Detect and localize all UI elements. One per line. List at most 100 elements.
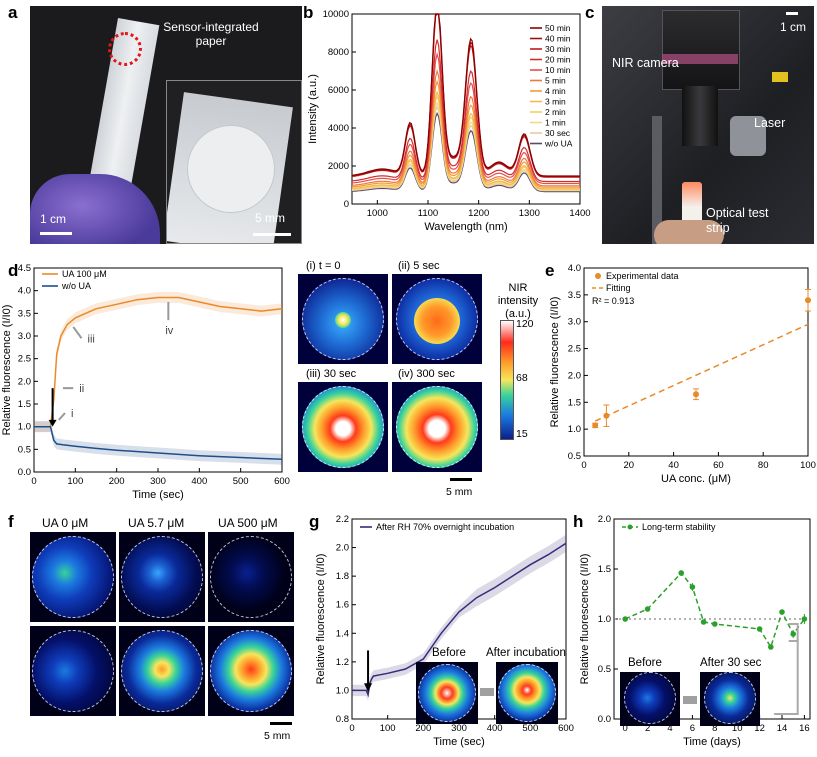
legend-label: 50 min xyxy=(545,23,571,33)
g-inset-arrow xyxy=(480,688,494,696)
data-point xyxy=(622,616,628,622)
annotation-label: ii xyxy=(79,383,84,395)
annotation-label: iv xyxy=(165,325,173,337)
data-point xyxy=(678,570,684,576)
y-tick-label: 4.0 xyxy=(568,263,581,274)
y-tick-label: 1.0 xyxy=(336,685,349,696)
img-title-iii: (iii) 30 sec xyxy=(306,368,357,380)
img-title-i: (i) t = 0 xyxy=(306,260,341,272)
x-tick-label: 0 xyxy=(31,476,36,487)
img-title-ii: (ii) 5 sec xyxy=(398,260,440,272)
g-inset-after xyxy=(496,662,558,724)
x-tick-label: 1100 xyxy=(418,208,438,219)
y-tick-label: 1.5 xyxy=(18,399,31,410)
chart-h: 0 2 4 6 8 10 12 14 16 0.0 0.5 1.0 1.5 2.0 Time (days) R… xyxy=(579,514,811,748)
data-point xyxy=(768,644,774,650)
g-inset-before xyxy=(416,662,478,724)
y-tick-label: 1.0 xyxy=(568,424,581,435)
legend-label: Fitting xyxy=(606,283,631,293)
x-tick-label: 8 xyxy=(712,723,717,734)
x-tick-label: 400 xyxy=(487,723,503,734)
y-tick-label: 8000 xyxy=(328,47,349,58)
g-inset-before-label: Before xyxy=(432,647,466,659)
data-point xyxy=(693,391,699,398)
sensor-paper-label: Sensor-integrated paper xyxy=(163,20,259,48)
inset-bracket xyxy=(788,623,799,642)
panel-label-d: d xyxy=(8,261,19,280)
x-tick-label: 60 xyxy=(713,460,724,471)
x-tick-label: 1200 xyxy=(468,208,489,219)
injection-arrow-head xyxy=(364,683,373,692)
annotation-arrow xyxy=(58,412,66,421)
spectrum-line-3-min xyxy=(351,90,580,190)
f-img-0-bottom xyxy=(30,626,116,716)
data-point xyxy=(805,297,811,304)
spectrum-line-20-min xyxy=(351,39,580,183)
y-tick-label: 0.5 xyxy=(568,451,581,462)
x-tick-label: 14 xyxy=(777,723,788,734)
g-inset-after-label: After incubation xyxy=(486,647,566,659)
y-tick-label: 10000 xyxy=(323,9,349,20)
legend-label: 3 min xyxy=(545,97,566,107)
y-tick-label: 2.0 xyxy=(336,543,349,554)
img-title-iv: (iv) 300 sec xyxy=(398,368,455,380)
panel-label-h: h xyxy=(573,512,584,531)
scale-label-1cm-a: 1 cm xyxy=(40,212,67,226)
f-title-1: UA 5.7 μM xyxy=(128,516,185,530)
h-inset-before-label: Before xyxy=(628,657,662,669)
inset-paper-disc xyxy=(187,125,275,213)
f-img-0-top xyxy=(30,532,116,622)
legend-label: 30 sec xyxy=(545,128,571,138)
data-point xyxy=(592,422,599,429)
spectrum-line-4-min xyxy=(351,79,580,188)
y-tick-label: 1.4 xyxy=(336,628,349,639)
y-axis-label: Relative fluorescence (I/I0) xyxy=(579,554,591,685)
x-tick-label: 600 xyxy=(274,476,290,487)
data-point xyxy=(603,412,610,419)
y-tick-label: 0.8 xyxy=(336,714,349,725)
optical-rail xyxy=(652,116,662,244)
x-axis-label: Wavelength (nm) xyxy=(424,221,507,233)
y-tick-label: 0.5 xyxy=(18,444,31,455)
data-point xyxy=(790,631,796,637)
r-squared-label: R² = 0.913 xyxy=(592,296,634,306)
x-tick-label: 2 xyxy=(645,723,650,734)
hand xyxy=(654,220,724,244)
chart-d: 0 100 200 300 400 500 600 0.0 0.5 1.0 1.5 2.0 2.5 3.0… xyxy=(1,263,290,501)
legend-label: 30 min xyxy=(545,44,571,54)
x-tick-label: 100 xyxy=(67,476,83,487)
y-tick-label: 1.0 xyxy=(598,614,611,625)
x-tick-label: 0 xyxy=(623,723,628,734)
h-inset-after-label: After 30 sec xyxy=(700,657,762,669)
data-point xyxy=(644,606,651,612)
x-axis-label: Time (sec) xyxy=(433,736,485,748)
panel-c-photo: NIR camera Laser Optical test strip 1 cm xyxy=(602,6,814,244)
plot-frame xyxy=(351,13,581,205)
legend-label: w/o UA xyxy=(61,281,91,291)
h-inset-before xyxy=(620,672,680,726)
error-band-wo-ua xyxy=(34,421,282,465)
x-tick-label: 80 xyxy=(758,460,769,471)
x-tick-label: 500 xyxy=(522,723,538,734)
x-tick-label: 300 xyxy=(451,723,467,734)
yellow-tag xyxy=(772,72,788,82)
y-tick-label: 2.2 xyxy=(336,514,349,525)
colorbar-tick-15: 15 xyxy=(516,428,528,440)
camera-lens xyxy=(682,86,718,146)
scale-label-f: 5 mm xyxy=(264,730,291,742)
y-tick-label: 4.0 xyxy=(18,286,31,297)
nir-image-ii xyxy=(392,274,482,364)
f-img-2-top xyxy=(208,532,294,622)
data-point xyxy=(779,609,785,615)
y-tick-label: 2.5 xyxy=(568,344,581,355)
sensor-red-circle xyxy=(108,32,142,66)
y-tick-label: 4000 xyxy=(328,123,349,134)
panel-label-c: c xyxy=(585,3,595,22)
x-tick-label: 4 xyxy=(667,723,672,734)
legend-label: w/o UA xyxy=(544,139,573,149)
x-axis-label: Time (sec) xyxy=(132,489,184,501)
legend-label: 20 min xyxy=(545,55,571,65)
annotation-arrow xyxy=(72,326,83,339)
data-point xyxy=(801,616,808,622)
